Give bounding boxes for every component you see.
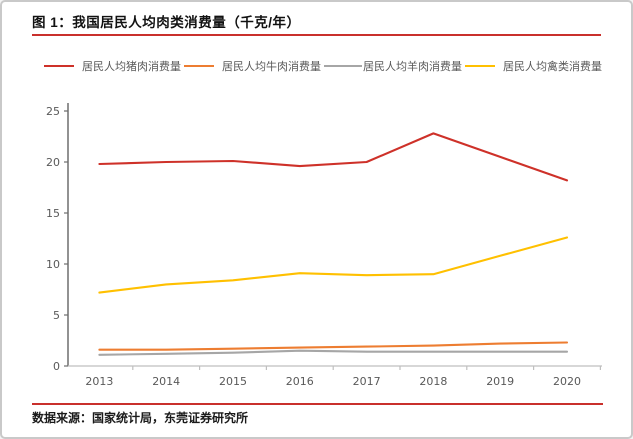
beef-series-line bbox=[98, 341, 569, 351]
mutton-line-swatch bbox=[324, 64, 362, 67]
legend-label: 居民人均牛肉消费量 bbox=[222, 60, 321, 73]
legend-item-pork: 居民人均猪肉消费量 bbox=[44, 58, 181, 74]
y-tick-label: 0 bbox=[53, 360, 60, 373]
footer-rule bbox=[32, 403, 603, 405]
legend-label: 居民人均羊肉消费量 bbox=[363, 60, 462, 73]
x-tick-label: 2019 bbox=[486, 375, 514, 388]
legend-item-beef: 居民人均牛肉消费量 bbox=[184, 58, 321, 74]
x-tick-label: 2014 bbox=[152, 375, 180, 388]
x-tick-label: 2020 bbox=[553, 375, 581, 388]
figure-footer: 数据来源：国家统计局，东莞证券研究所 bbox=[2, 403, 631, 426]
y-tick-label: 25 bbox=[46, 105, 60, 118]
figure-header: 图 1：我国居民人均肉类消费量（千克/年） bbox=[2, 2, 631, 31]
title-rule bbox=[32, 34, 601, 36]
legend-label: 居民人均猪肉消费量 bbox=[82, 60, 181, 73]
poultry-series-line bbox=[98, 236, 569, 294]
y-tick-label: 5 bbox=[53, 309, 60, 322]
y-tick-label: 15 bbox=[46, 207, 60, 220]
x-tick-label: 2016 bbox=[286, 375, 314, 388]
y-tick-label: 20 bbox=[46, 156, 60, 169]
x-tick-label: 2013 bbox=[85, 375, 113, 388]
x-tick-label: 2018 bbox=[419, 375, 447, 388]
pork-line-swatch bbox=[44, 64, 74, 67]
mutton-series-line bbox=[98, 349, 569, 356]
chart-legend: 居民人均猪肉消费量 居民人均牛肉消费量 居民人均羊肉消费量 居民人均禽类消费量 bbox=[44, 58, 602, 73]
poultry-line-swatch bbox=[465, 64, 495, 67]
legend-label: 居民人均禽类消费量 bbox=[503, 60, 602, 73]
y-tick-label: 10 bbox=[46, 258, 60, 271]
figure-title: 图 1：我国居民人均肉类消费量（千克/年） bbox=[32, 15, 301, 30]
beef-line-swatch bbox=[184, 64, 214, 67]
meat-consumption-line-chart: 0 5 10 15 20 25 2013 2014 2015 2016 2017 2018 2019 20… bbox=[46, 103, 602, 388]
legend-item-mutton: 居民人均羊肉消费量 bbox=[324, 58, 462, 74]
data-source-note: 数据来源：国家统计局，东莞证券研究所 bbox=[32, 411, 249, 425]
x-tick-label: 2017 bbox=[353, 375, 381, 388]
chart-area: 0 5 10 15 20 25 2013 2014 2015 2016 2017 2018 2019 20… bbox=[2, 73, 631, 403]
legend-item-poultry: 居民人均禽类消费量 bbox=[465, 58, 602, 74]
pork-series-line bbox=[98, 132, 569, 182]
x-tick-label: 2015 bbox=[219, 375, 247, 388]
